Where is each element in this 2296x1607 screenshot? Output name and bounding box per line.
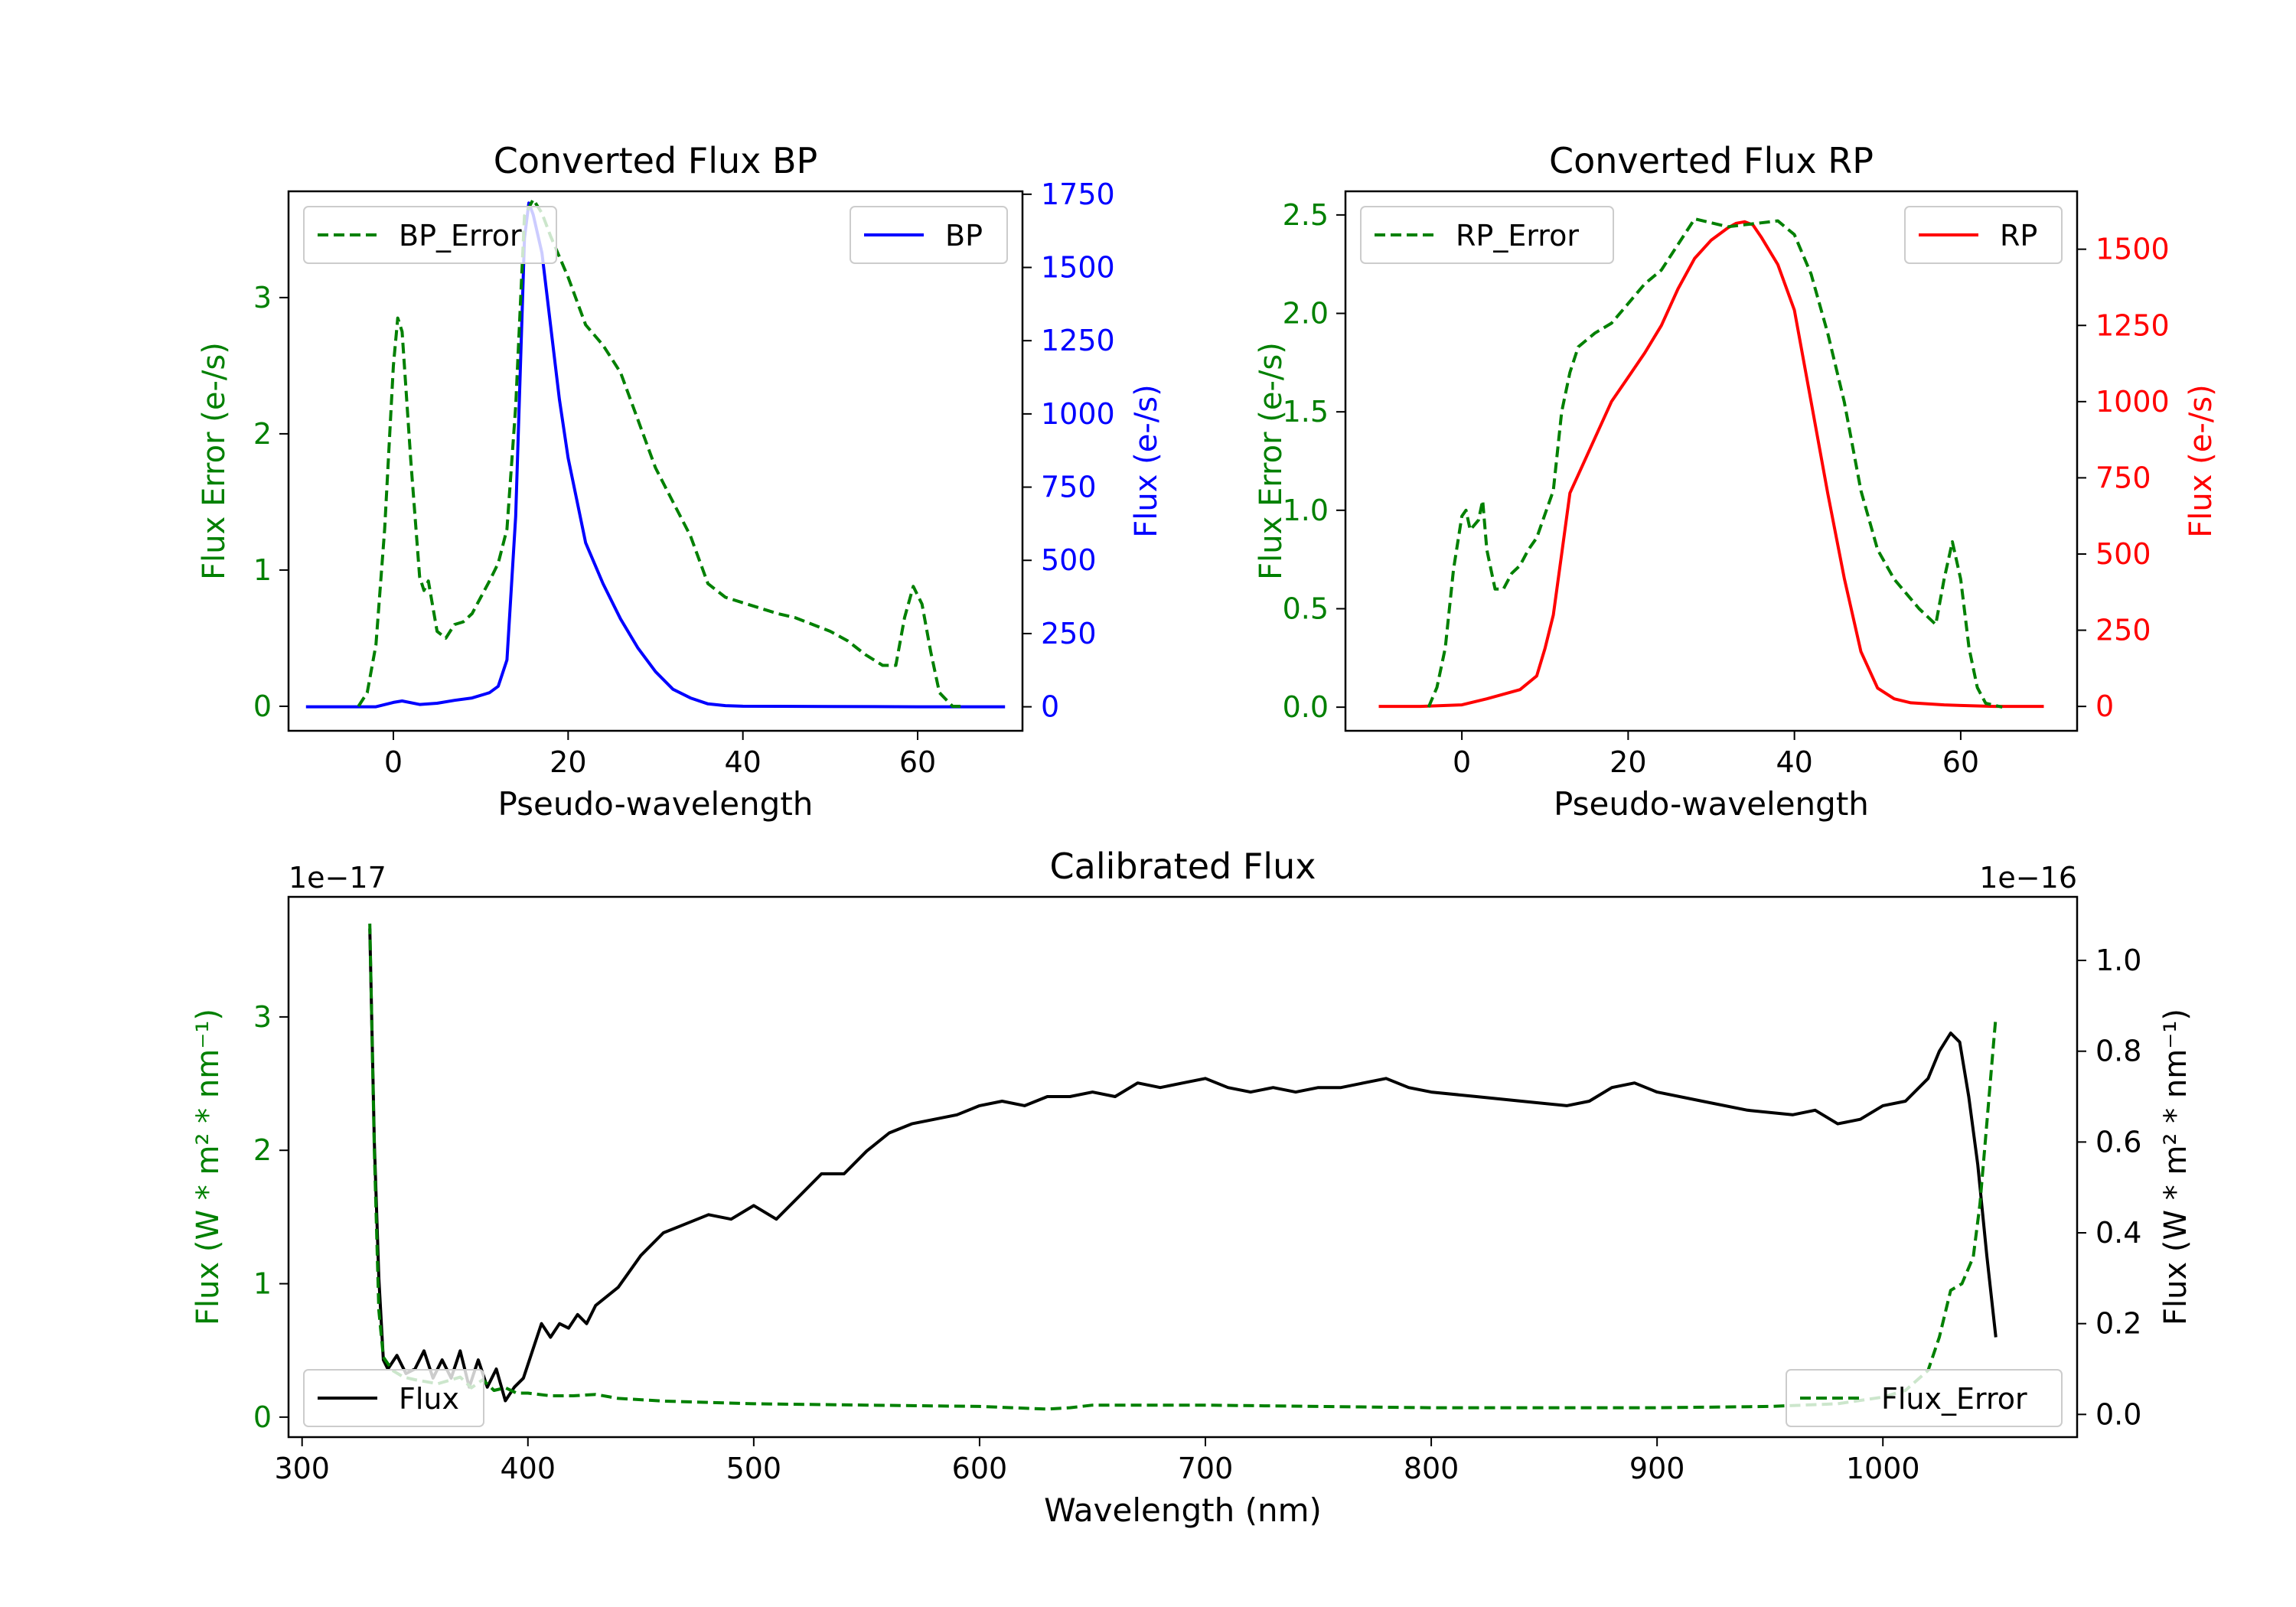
legend-box bbox=[1786, 1369, 2063, 1427]
y-right-tick-label: 500 bbox=[2095, 537, 2151, 571]
y-right-offset-label: 1e−16 bbox=[1979, 861, 2077, 895]
y-right-tick-label: 0.2 bbox=[2095, 1307, 2141, 1341]
legend-box bbox=[1360, 206, 1614, 264]
y-left-tick-label: 1 bbox=[253, 553, 272, 587]
legend-label: BP bbox=[945, 219, 983, 253]
y-left-tick-label: 0 bbox=[253, 689, 272, 723]
x-tick-label: 300 bbox=[274, 1452, 330, 1485]
x-tick-label: 1000 bbox=[1846, 1452, 1920, 1485]
x-tick-label: 700 bbox=[1178, 1452, 1234, 1485]
y-right-tick-label: 0.0 bbox=[2095, 1397, 2141, 1431]
y-left-tick-label: 1 bbox=[253, 1267, 272, 1301]
calibrated-panel: Calibrated Flux 300 400 500 600 700 800 900 1000… bbox=[191, 846, 2193, 1529]
x-tick-label: 500 bbox=[726, 1452, 782, 1485]
legend-box bbox=[1904, 206, 2063, 264]
x-tick-label: 900 bbox=[1629, 1452, 1685, 1485]
y-right-axis-label: Flux (W * m² * nm⁻¹) bbox=[2158, 1009, 2193, 1325]
y-left-axis-label: Flux (W * m² * nm⁻¹) bbox=[191, 1009, 226, 1325]
x-tick-label: 60 bbox=[1942, 745, 1979, 779]
y-left-axis-label: Flux Error (e-/s) bbox=[197, 342, 232, 580]
y-right-tick-label: 1250 bbox=[2095, 308, 2170, 342]
y-right-tick-label: 750 bbox=[2095, 461, 2151, 494]
x-tick-label: 400 bbox=[501, 1452, 556, 1485]
legend-label: RP bbox=[2000, 219, 2037, 253]
y-left-tick-label: 3 bbox=[253, 281, 272, 315]
x-axis-label: Pseudo-wavelength bbox=[498, 785, 814, 823]
y-left-tick-label: 2 bbox=[253, 1133, 272, 1167]
y-right-tick-label: 1000 bbox=[2095, 385, 2170, 419]
y-left-tick-label: 1.5 bbox=[1283, 395, 1329, 429]
chart-title: Calibrated Flux bbox=[1050, 846, 1316, 887]
x-tick-label: 60 bbox=[899, 745, 936, 779]
chart-title: Converted Flux BP bbox=[494, 140, 818, 181]
y-right-tick-label: 1250 bbox=[1041, 324, 1115, 357]
chart-title: Converted Flux RP bbox=[1549, 140, 1874, 181]
rp-panel: Converted Flux RP 0 20 40 60 Pseudo-wavelengt… bbox=[1254, 140, 2219, 823]
x-tick-label: 20 bbox=[550, 745, 586, 779]
legend-box bbox=[850, 206, 1008, 264]
x-tick-label: 40 bbox=[1776, 745, 1812, 779]
y-right-axis-label: Flux (e-/s) bbox=[1129, 384, 1164, 537]
y-left-offset-label: 1e−17 bbox=[289, 861, 386, 895]
y-right-tick-label: 1500 bbox=[2095, 233, 2170, 266]
legend-label: RP_Error bbox=[1456, 219, 1579, 253]
y-left-tick-label: 2.5 bbox=[1283, 198, 1329, 232]
x-tick-label: 0 bbox=[384, 745, 403, 779]
x-axis-label: Wavelength (nm) bbox=[1044, 1491, 1322, 1529]
legend-box bbox=[303, 206, 557, 264]
axes-frame bbox=[1344, 190, 2079, 732]
y-right-tick-label: 500 bbox=[1041, 543, 1097, 577]
y-left-tick-label: 0 bbox=[253, 1400, 272, 1434]
y-right-axis-label: Flux (e-/s) bbox=[2183, 384, 2219, 537]
series-line-rp_error bbox=[1427, 217, 2003, 709]
y-right-tick-label: 250 bbox=[2095, 614, 2151, 647]
axes-frame bbox=[287, 190, 1024, 732]
x-tick-label: 600 bbox=[952, 1452, 1008, 1485]
y-right-tick-label: 0.6 bbox=[2095, 1125, 2141, 1159]
series-line-bp_error bbox=[357, 197, 962, 708]
y-left-tick-label: 2 bbox=[253, 417, 272, 451]
x-axis-label: Pseudo-wavelength bbox=[1554, 785, 1869, 823]
x-tick-label: 0 bbox=[1453, 745, 1471, 779]
y-right-tick-label: 1500 bbox=[1041, 251, 1115, 285]
y-right-tick-label: 1.0 bbox=[2095, 944, 2141, 977]
legend-label: Flux bbox=[399, 1382, 459, 1416]
y-right-tick-label: 0.4 bbox=[2095, 1216, 2141, 1250]
y-left-tick-label: 0.0 bbox=[1283, 690, 1329, 724]
legend-label: BP_Error bbox=[399, 219, 522, 253]
y-right-tick-label: 0.8 bbox=[2095, 1035, 2141, 1068]
y-right-tick-label: 1750 bbox=[1041, 178, 1115, 211]
y-left-tick-label: 3 bbox=[253, 1000, 272, 1034]
series-line-rp bbox=[1378, 220, 2044, 709]
legend-box bbox=[303, 1369, 484, 1427]
y-left-tick-label: 0.5 bbox=[1283, 592, 1329, 625]
x-tick-label: 40 bbox=[724, 745, 761, 779]
y-left-tick-label: 2.0 bbox=[1283, 297, 1329, 331]
x-tick-label: 800 bbox=[1404, 1452, 1459, 1485]
y-right-tick-label: 0 bbox=[1041, 690, 1059, 724]
legend-label: Flux_Error bbox=[1881, 1382, 2027, 1416]
y-right-tick-label: 250 bbox=[1041, 617, 1097, 650]
y-left-axis-label: Flux Error (e-/s) bbox=[1254, 342, 1289, 580]
y-left-tick-label: 1.0 bbox=[1283, 494, 1329, 527]
y-right-tick-label: 750 bbox=[1041, 471, 1097, 504]
x-tick-label: 20 bbox=[1609, 745, 1646, 779]
y-right-tick-label: 1000 bbox=[1041, 397, 1115, 431]
axes-frame bbox=[287, 895, 2079, 1439]
bp-panel: Converted Flux BP0 20 40 60Pseudo-wavelengt… bbox=[197, 140, 1164, 823]
y-right-tick-label: 0 bbox=[2095, 689, 2114, 723]
